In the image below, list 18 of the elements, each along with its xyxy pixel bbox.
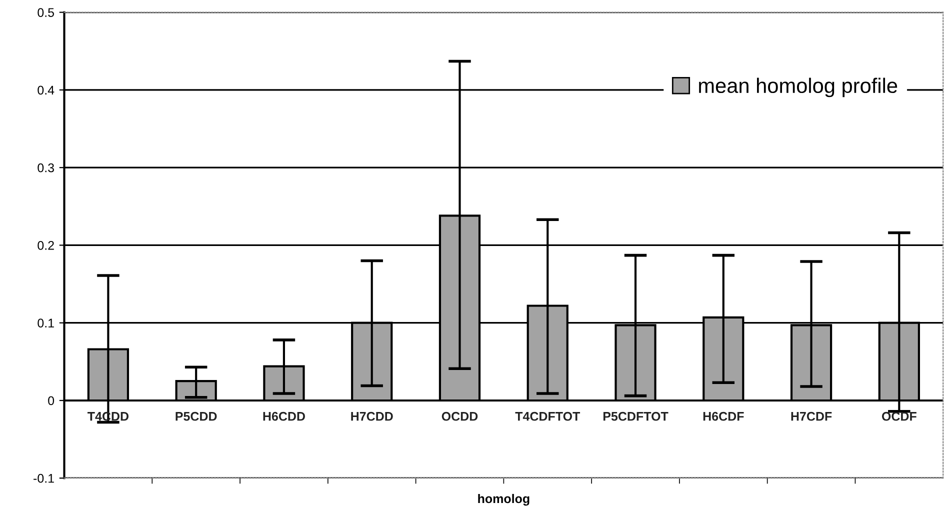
y-tick-label: 0.4 <box>38 86 54 95</box>
x-tick-label: P5CDFTOT <box>603 412 668 421</box>
y-tick-label: 0 <box>48 396 54 406</box>
x-tick-label: P5CDD <box>176 412 217 421</box>
y-tick-label: 0.3 <box>38 163 54 172</box>
x-tick-label: H6CDF <box>703 412 744 421</box>
y-tick-label: -0.1 <box>34 474 54 483</box>
legend-label: mean homolog profile <box>699 78 898 98</box>
y-tick-label: 0.2 <box>38 241 54 250</box>
x-axis-title: homolog <box>478 494 530 506</box>
y-tick-label: 0.1 <box>38 318 54 328</box>
x-tick-label: OCDD <box>442 412 478 421</box>
x-tick-label: OCDF <box>882 412 916 421</box>
y-tick-label: 0.5 <box>38 8 54 17</box>
x-tick-label: T4CDFTOT <box>515 412 580 421</box>
x-tick-label: H7CDF <box>791 412 832 421</box>
x-tick-label: H7CDD <box>351 412 393 421</box>
x-tick-label: H6CDD <box>263 412 305 421</box>
